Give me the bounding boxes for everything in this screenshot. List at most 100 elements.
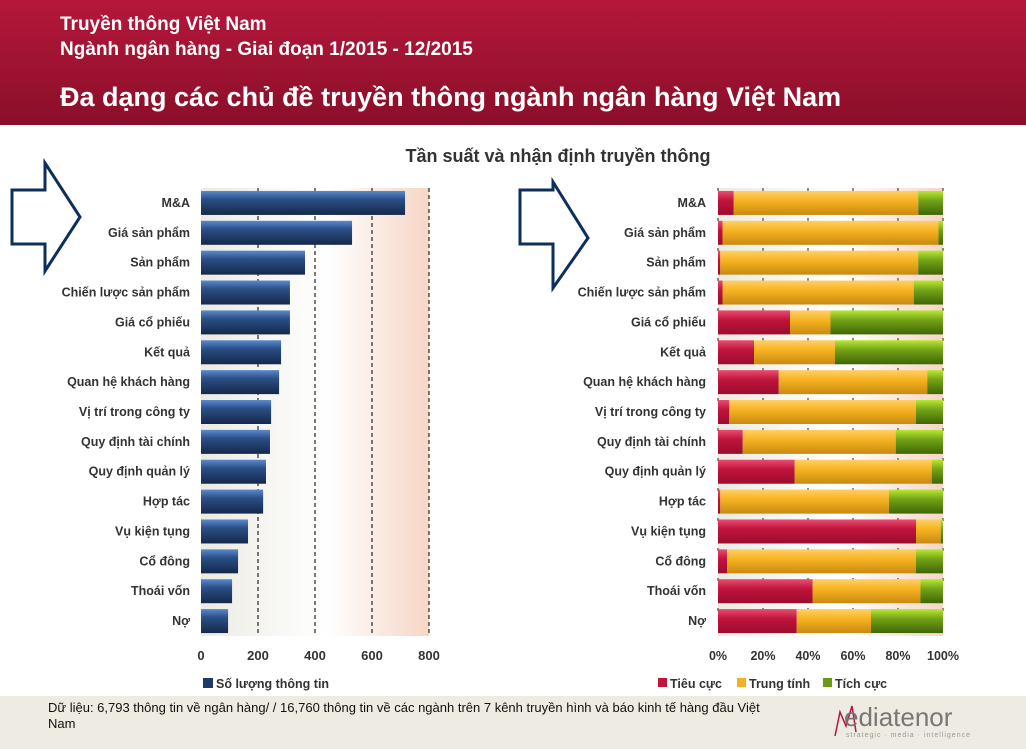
stacked-bar-segment xyxy=(913,280,943,305)
category-label: Chiến lược sản phẩm xyxy=(62,286,190,300)
category-label: Quan hệ khách hàng xyxy=(67,375,190,389)
bar xyxy=(201,370,280,395)
legend-swatch xyxy=(823,678,832,687)
category-label: Nợ xyxy=(172,614,190,628)
category-label: Quan hệ khách hàng xyxy=(583,375,706,389)
category-label: Cổ đông xyxy=(655,554,706,568)
category-label: Kết quả xyxy=(144,345,191,359)
header-subtitle-1: Truyền thông Việt Nam xyxy=(60,14,267,35)
x-tick-label: 0 xyxy=(197,648,204,663)
stacked-bar-segment xyxy=(722,280,914,305)
category-label: Vị trí trong công ty xyxy=(79,405,190,419)
stacked-bar-segment xyxy=(718,280,723,305)
bar xyxy=(201,459,266,484)
logo-tagline: strategic · media · intelligence xyxy=(846,732,971,739)
bar xyxy=(201,310,290,335)
page-title: Đa dạng các chủ đề truyền thông ngành ng… xyxy=(60,82,842,112)
bar xyxy=(201,400,272,424)
x-tick-label: 60% xyxy=(840,649,865,663)
logo-mark-icon xyxy=(834,705,857,737)
bar xyxy=(201,489,264,514)
stacked-bar-segment xyxy=(927,370,943,395)
stacked-bar-segment xyxy=(718,459,795,484)
stacked-bar-segment xyxy=(916,400,943,424)
logo-text: ediatenor xyxy=(844,702,953,732)
bar xyxy=(201,579,233,604)
category-label: Chiến lược sản phẩm xyxy=(578,286,706,300)
category-label: M&A xyxy=(162,196,190,210)
category-label: Giá cổ phiếu xyxy=(115,315,190,329)
category-label: Vụ kiện tụng xyxy=(631,524,706,538)
stacked-bar-segment xyxy=(727,549,916,574)
category-label: Sản phẩm xyxy=(646,256,706,270)
category-label: Kết quả xyxy=(660,345,707,359)
bar xyxy=(201,519,249,544)
stacked-bar-segment xyxy=(796,609,871,634)
stacked-bar-segment xyxy=(718,579,813,604)
stacked-bar-segment xyxy=(920,579,943,604)
x-tick-label: 80% xyxy=(885,649,910,663)
stacked-bar-segment xyxy=(718,489,721,514)
stacked-bar-segment xyxy=(871,609,943,634)
stacked-bar-segment xyxy=(718,429,743,454)
category-label: Quy định tài chính xyxy=(81,435,190,449)
category-label: Quy định quản lý xyxy=(89,465,190,479)
category-label: Quy định quản lý xyxy=(605,465,706,479)
stacked-bar-segment xyxy=(733,190,919,215)
stacked-bar-segment xyxy=(889,489,943,514)
header-subtitle-2: Ngành ngân hàng - Giai đoạn 1/2015 - 12/… xyxy=(60,39,473,60)
bar xyxy=(201,609,229,634)
bar xyxy=(201,280,290,305)
category-label: Hợp tác xyxy=(143,495,190,509)
stacked-bar-segment xyxy=(778,370,928,395)
stacked-bar-segment xyxy=(718,340,754,365)
bar xyxy=(201,340,282,365)
stacked-bar-segment xyxy=(931,459,943,484)
category-label: Quy định tài chính xyxy=(597,435,706,449)
category-label: Sản phẩm xyxy=(130,256,190,270)
x-tick-label: 100% xyxy=(927,649,959,663)
stacked-bar-segment xyxy=(720,489,889,514)
category-label: Giá cổ phiếu xyxy=(631,315,706,329)
category-label: Thoái vốn xyxy=(131,584,190,598)
x-tick-label: 0% xyxy=(709,649,727,663)
x-tick-label: 800 xyxy=(418,648,440,663)
header-banner: Truyền thông Việt Nam Ngành ngân hàng - … xyxy=(0,0,1026,125)
stacked-bar-segment xyxy=(718,220,723,245)
legend-label: Số lượng thông tin xyxy=(216,677,329,691)
stacked-bar-segment xyxy=(718,609,797,634)
legend-label: Tiêu cực xyxy=(670,677,722,691)
stacked-bar-segment xyxy=(918,190,943,215)
x-tick-label: 200 xyxy=(247,648,269,663)
x-tick-label: 400 xyxy=(304,648,326,663)
bar xyxy=(201,220,353,245)
stacked-bar-segment xyxy=(718,310,790,335)
x-tick-label: 20% xyxy=(750,649,775,663)
category-label: Giá sản phẩm xyxy=(108,226,190,240)
x-tick-label: 600 xyxy=(361,648,383,663)
stacked-bar-segment xyxy=(794,459,932,484)
chart-title: Tần suất và nhận định truyền thông xyxy=(405,146,711,166)
stacked-bar-segment xyxy=(718,519,916,544)
category-label: Hợp tác xyxy=(659,495,706,509)
arrow-right-icon xyxy=(10,157,82,277)
stacked-bar-segment xyxy=(720,250,919,275)
stacked-bar-segment xyxy=(835,340,943,365)
stacked-bar-segment xyxy=(938,220,943,245)
stacked-bar-segment xyxy=(812,579,921,604)
bar xyxy=(201,250,306,275)
stacked-bar-segment xyxy=(718,250,721,275)
category-label: Thoái vốn xyxy=(647,584,706,598)
stacked-bar-segment xyxy=(754,340,835,365)
stacked-bar-segment xyxy=(718,370,779,395)
category-label: Nợ xyxy=(688,614,706,628)
x-tick-label: 40% xyxy=(795,649,820,663)
stacked-bar-segment xyxy=(718,400,730,424)
legend-swatch xyxy=(203,678,213,688)
legend-label: Tích cực xyxy=(835,677,887,691)
stacked-bar-segment xyxy=(722,220,939,245)
category-label: Vụ kiện tụng xyxy=(115,524,190,538)
stacked-bar-segment xyxy=(718,549,727,574)
category-label: M&A xyxy=(678,196,706,210)
stacked-bar-segment xyxy=(718,190,734,215)
